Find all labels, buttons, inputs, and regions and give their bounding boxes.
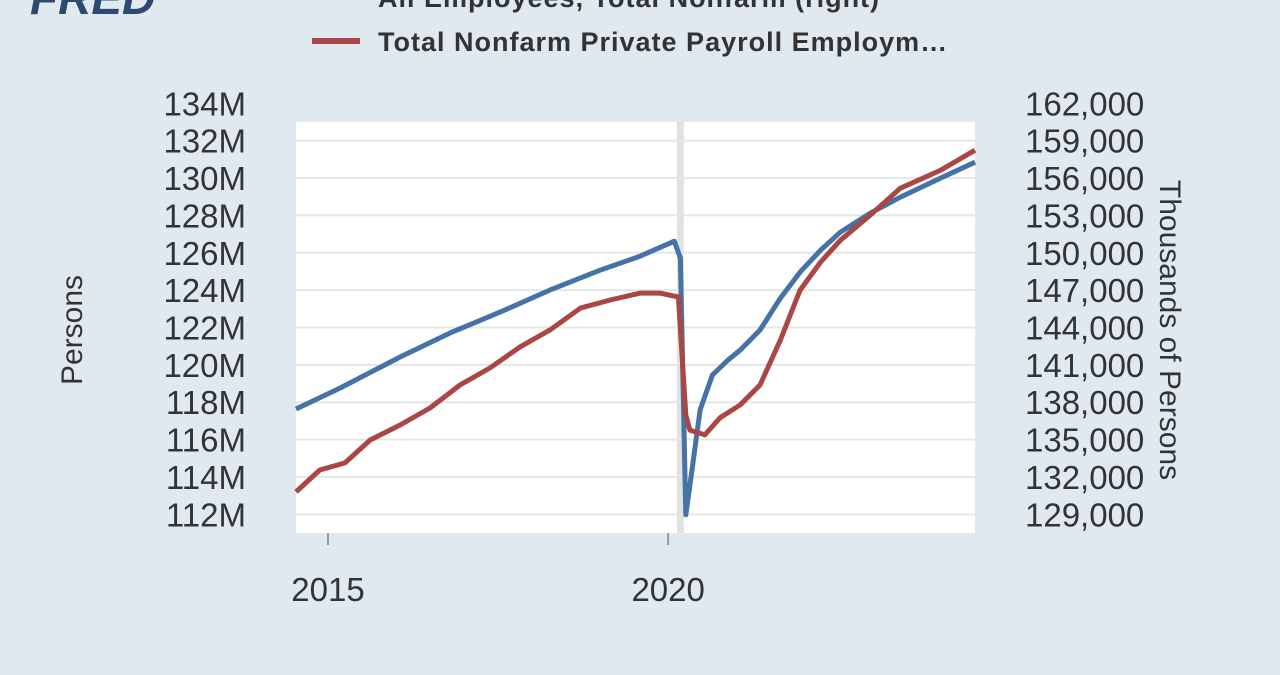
y-tick-label: 128M bbox=[163, 197, 246, 234]
y-tick-label: 124M bbox=[163, 272, 246, 309]
y-tick-label: 112M bbox=[166, 496, 246, 533]
y-tick-label: 134M bbox=[163, 85, 246, 122]
y2-tick-label: 147,000 bbox=[1025, 272, 1144, 309]
x-tick-label: 2015 bbox=[291, 571, 364, 608]
y2-tick-label: 159,000 bbox=[1025, 123, 1144, 160]
y2-tick-label: 141,000 bbox=[1025, 347, 1144, 384]
series-line bbox=[294, 148, 977, 494]
y-tick-label: 126M bbox=[163, 235, 246, 272]
y-tick-label: 114M bbox=[166, 459, 246, 496]
y2-tick-label: 153,000 bbox=[1025, 197, 1144, 234]
y-tick-label: 118M bbox=[166, 384, 246, 421]
legend-label: All Employees, Total Nonfarm (right) bbox=[378, 0, 880, 13]
y-tick-label: 132M bbox=[163, 123, 246, 160]
y2-tick-label: 144,000 bbox=[1025, 310, 1144, 347]
legend-label: Total Nonfarm Private Payroll Employm… bbox=[378, 27, 948, 57]
y2-tick-label: 129,000 bbox=[1025, 496, 1144, 533]
series-line bbox=[294, 159, 977, 518]
y-tick-label: 122M bbox=[163, 310, 246, 347]
y-tick-label: 130M bbox=[163, 160, 246, 197]
x-tick-label: 2020 bbox=[631, 571, 704, 608]
y2-tick-label: 138,000 bbox=[1025, 384, 1144, 421]
y2-tick-label: 150,000 bbox=[1025, 235, 1144, 272]
y2-tick-label: 162,000 bbox=[1025, 85, 1144, 122]
y2-tick-label: 135,000 bbox=[1025, 422, 1144, 459]
y-tick-label: 120M bbox=[163, 347, 246, 384]
logo: FRED bbox=[30, 0, 155, 24]
y-axis-title: Persons bbox=[56, 275, 89, 385]
y2-tick-label: 132,000 bbox=[1025, 459, 1144, 496]
y2-tick-label: 156,000 bbox=[1025, 160, 1144, 197]
y-tick-label: 116M bbox=[166, 422, 246, 459]
y2-axis-title: Thousands of Persons bbox=[1153, 180, 1186, 480]
